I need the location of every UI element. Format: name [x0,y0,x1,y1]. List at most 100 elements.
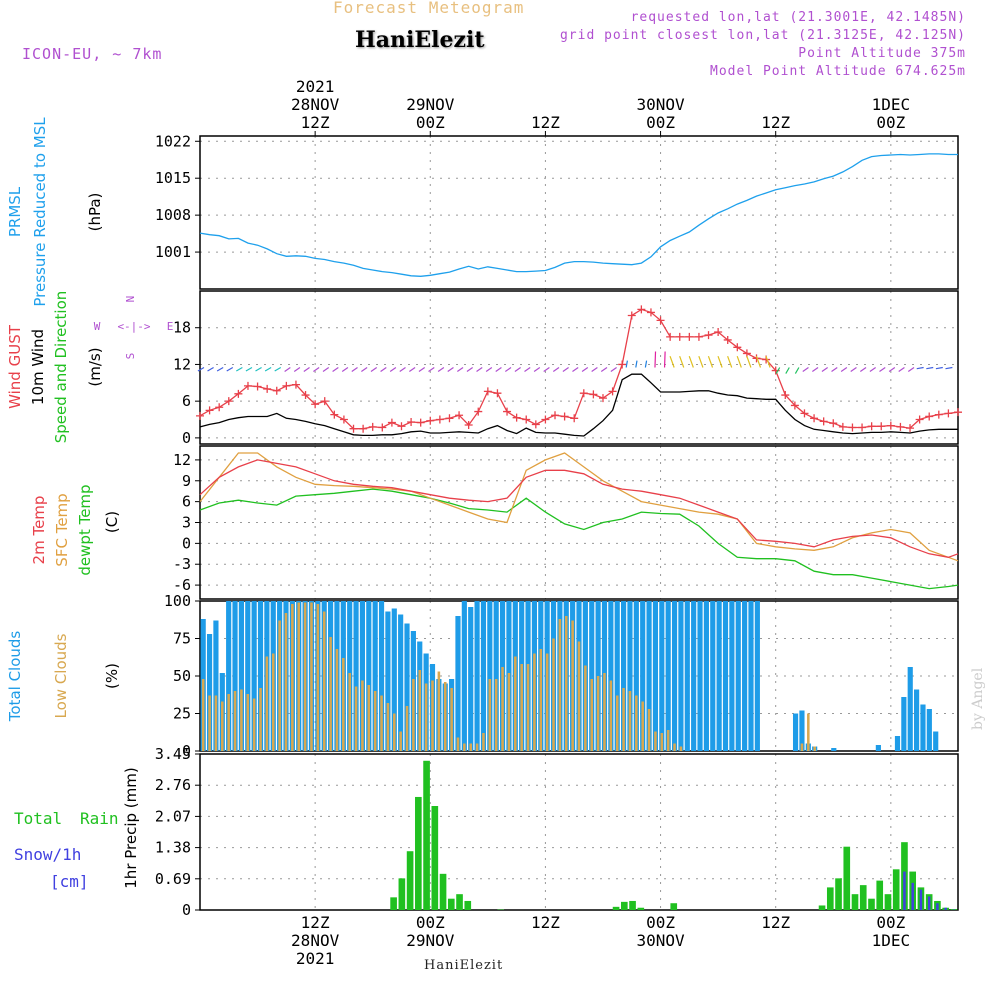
wind-direction-arrow [361,367,368,373]
total-clouds-bar [455,616,461,751]
low-clouds-bar [628,691,632,751]
wind-direction-arrow [418,367,426,373]
gust-point [704,331,713,340]
gust-point [311,400,320,409]
wind-direction-arrow [840,367,848,373]
low-clouds-bar [475,743,479,751]
low-clouds-bar [456,737,460,751]
top-axis-hour: 12Z [301,113,330,132]
low-clouds-bar [361,680,364,751]
total-clouds-bar [914,689,920,751]
wind-direction-arrow [504,367,512,373]
gust-point [205,406,214,415]
y-tick-label: 2.07 [155,807,191,825]
gust-point [407,417,416,426]
y-tick-label: 1.38 [155,839,191,857]
low-clouds-bar [539,649,543,751]
gust-point [819,417,828,426]
total-clouds-bar [831,748,837,751]
pressure-label-2: Pressure Reduced to MSL [31,117,49,307]
low-clouds-bar [635,695,638,751]
low-clouds-bar [380,695,383,751]
bottom-axis-hour: 12Z [531,913,560,932]
wind-direction-arrow [811,367,819,373]
total-clouds-bar [920,704,926,751]
compass-s: S [124,353,137,360]
wind-direction-arrow [562,367,569,373]
wind-direction-arrow [389,367,397,373]
low-clouds-bar [800,743,804,751]
low-clouds-bar [609,680,613,751]
y-tick-label: 50 [173,667,191,685]
total-clouds-bar [621,601,627,751]
gust-point [790,401,799,410]
rain-bar [439,873,447,910]
low-clouds-bar [584,665,587,751]
gust-point [541,415,550,424]
gust-point [781,391,790,400]
total-clouds-bar [901,697,907,751]
gust-point [464,421,473,430]
wind-direction-arrow [610,367,617,373]
rain-bar [637,907,645,910]
total-clouds-bar [353,601,359,751]
bottom-axis-date: 1DEC [872,931,911,950]
total-clouds-bar [894,736,901,751]
precip-label-total: Total [14,809,62,828]
total-clouds-bar [933,731,939,751]
low-clouds-bar [342,658,345,751]
gust-point [378,423,387,432]
gust-point [416,418,425,427]
gust-point [694,332,703,341]
rain-bar [464,900,472,910]
gust-point [570,414,579,423]
wind-direction-arrow [785,367,790,374]
wind-direction-arrow [543,367,550,373]
gust-point [944,409,953,418]
low-clouds-bar [494,679,498,751]
y-tick-label: 3.45 [155,745,191,763]
total-clouds-bar [926,709,932,751]
footer-station: HaniElezit [424,958,504,973]
low-clouds-bar [399,731,402,751]
wind-direction-arrow [332,367,339,373]
wind-direction-arrow [284,367,291,373]
total-clouds-bar [633,601,639,751]
wind-direction-arrow [765,356,771,368]
compass-e: E [167,320,174,333]
gust-point [915,415,924,424]
total-clouds-bar [748,601,754,751]
rain-bar [612,906,620,910]
wind-direction-arrow [945,366,953,370]
low-clouds-bar [284,613,288,751]
low-clouds-bar [348,673,351,751]
wind-direction-arrow [456,367,464,373]
total-clouds-bar [385,611,391,751]
bottom-axis-hour: 00Z [416,913,445,932]
gust-point [215,403,224,412]
low-clouds-bar [488,679,492,751]
low-clouds-bar [201,679,205,751]
low-clouds-bar [526,664,530,751]
low-clouds-bar [297,602,301,751]
wind-direction-arrow [625,360,628,368]
total-clouds-bar [480,601,487,751]
low-clouds-bar [552,638,555,751]
y-tick-label: 6 [182,493,191,511]
wind-direction-arrow [466,367,474,373]
total-clouds-bar [652,601,659,751]
wind-direction-arrow [303,367,310,373]
gust-point [618,360,627,369]
gust-point [522,415,531,424]
gust-point [339,415,348,424]
low-clouds-bar [329,637,332,751]
low-clouds-bar [246,694,250,751]
wind-direction-arrow [341,367,349,373]
wind-direction-arrow [236,366,243,372]
total-clouds-bar [487,601,493,751]
wind-direction-arrow [669,356,675,368]
gust-point [925,412,934,421]
low-clouds-bar [507,673,511,751]
bottom-axis-date: 28NOV [291,931,340,950]
low-clouds-bar [615,695,619,751]
